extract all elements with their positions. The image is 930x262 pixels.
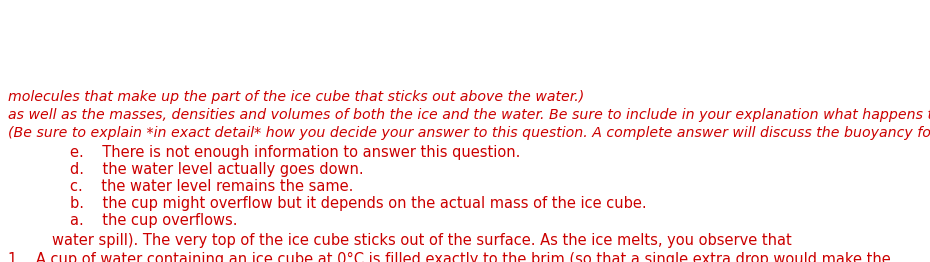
Text: as well as the masses, densities and volumes of both the ice and the water. Be s: as well as the masses, densities and vol… — [8, 108, 930, 122]
Text: d.    the water level actually goes down.: d. the water level actually goes down. — [70, 162, 364, 177]
Text: c.    the water level remains the same.: c. the water level remains the same. — [70, 179, 353, 194]
Text: (Be sure to explain *in exact detail* how you decide your answer to this questio: (Be sure to explain *in exact detail* ho… — [8, 126, 930, 140]
Text: 1.   A cup of water containing an ice cube at 0°C is filled exactly to the brim : 1. A cup of water containing an ice cube… — [8, 252, 891, 262]
Text: a.    the cup overflows.: a. the cup overflows. — [70, 213, 237, 228]
Text: e.    There is not enough information to answer this question.: e. There is not enough information to an… — [70, 145, 521, 160]
Text: b.    the cup might overflow but it depends on the actual mass of the ice cube.: b. the cup might overflow but it depends… — [70, 196, 646, 211]
Text: water spill). The very top of the ice cube sticks out of the surface. As the ice: water spill). The very top of the ice cu… — [52, 233, 791, 248]
Text: molecules that make up the part of the ice cube that sticks out above the water.: molecules that make up the part of the i… — [8, 90, 584, 104]
